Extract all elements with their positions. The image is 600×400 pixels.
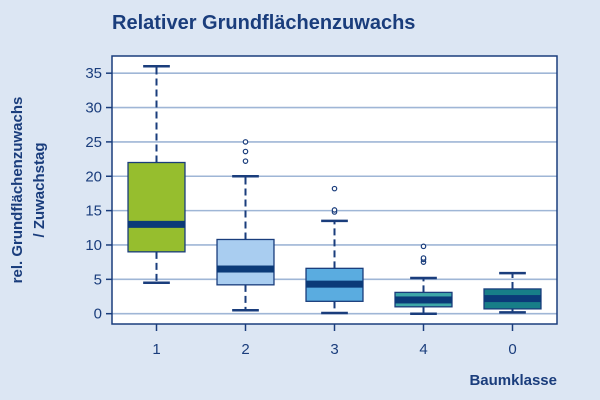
median-line	[395, 296, 452, 304]
outlier-point	[242, 148, 249, 155]
plot-frame	[111, 55, 558, 325]
chart-title: Relativer Grundflächenzuwachs	[112, 12, 415, 34]
y-tick-label: 10	[85, 237, 102, 254]
x-tick-label: 2	[241, 341, 249, 358]
outlier-point	[242, 139, 249, 145]
outlier-point	[242, 158, 249, 164]
y-tick-label: 30	[85, 100, 102, 117]
median-line	[217, 265, 274, 273]
x-axis-label: Baumklasse	[469, 372, 557, 389]
y-axis-label-line1: rel. Grundflächenzuwachs	[9, 97, 26, 284]
outlier-point	[420, 255, 427, 261]
median-line	[128, 220, 185, 228]
outlier-point	[420, 243, 427, 250]
outlier-point	[331, 185, 338, 192]
y-tick-label: 25	[85, 134, 102, 151]
box	[216, 238, 275, 286]
median-line	[484, 295, 541, 303]
y-tick-label: 35	[85, 65, 102, 82]
outlier-point	[331, 207, 338, 213]
y-tick-label: 20	[85, 168, 102, 185]
x-tick-label: 3	[330, 341, 338, 358]
x-tick-label: 1	[152, 341, 160, 358]
y-tick-label: 5	[94, 271, 102, 288]
median-line	[306, 280, 363, 288]
y-tick-label: 0	[94, 306, 102, 323]
box	[127, 161, 186, 253]
y-tick-label: 15	[85, 203, 102, 220]
x-tick-label: 0	[508, 341, 516, 358]
y-axis-label-line2: / Zuwachstag	[31, 142, 48, 237]
x-tick-label: 4	[419, 341, 427, 358]
